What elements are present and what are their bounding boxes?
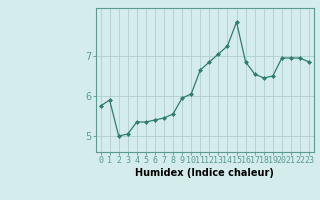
X-axis label: Humidex (Indice chaleur): Humidex (Indice chaleur) xyxy=(135,168,274,178)
